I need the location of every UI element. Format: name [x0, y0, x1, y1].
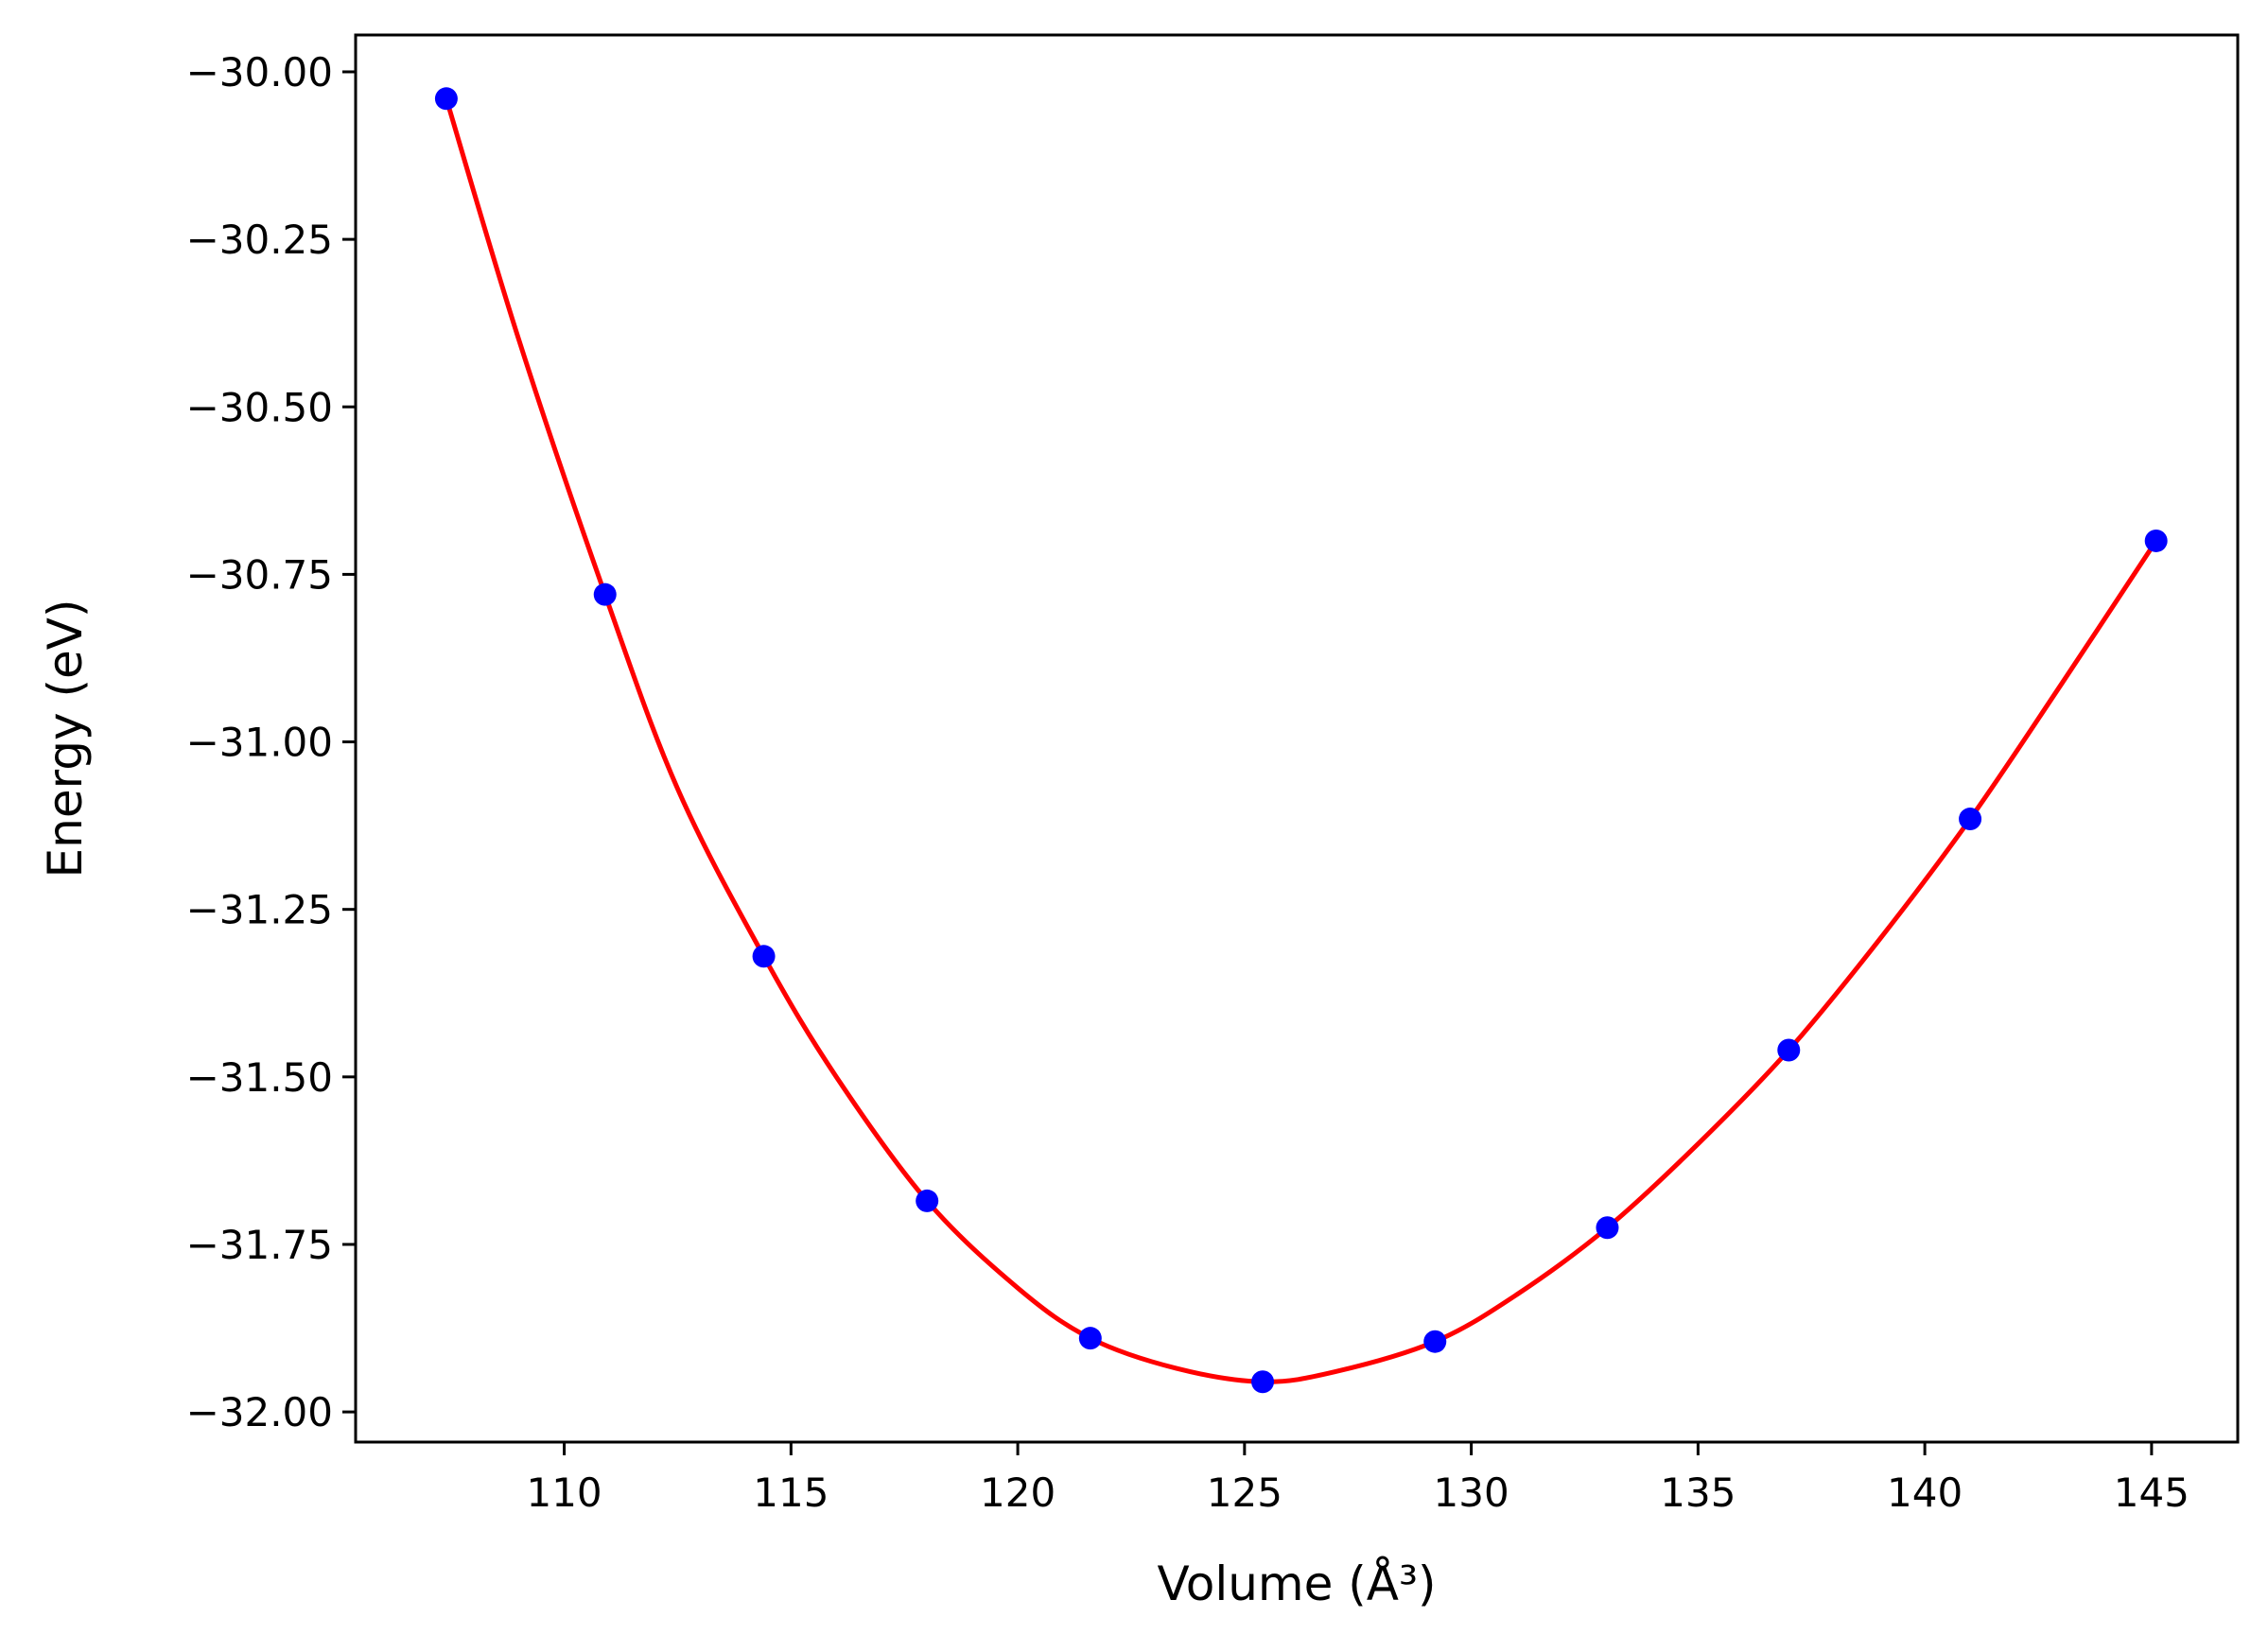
data-point [1078, 1327, 1102, 1350]
data-point [1959, 808, 1982, 831]
data-point [1423, 1330, 1447, 1353]
y-tick-label: −30.00 [186, 49, 333, 96]
data-point [1777, 1038, 1801, 1062]
y-tick-label: −30.25 [186, 217, 333, 263]
axes-frame [354, 33, 2240, 1444]
y-tick-label: −30.50 [186, 384, 333, 430]
x-tick-label: 145 [2114, 1469, 2189, 1516]
y-axis-ticks: −30.00 −30.25 −30.50 −30.75 −31.00 −31.25 −31.… [186, 49, 356, 1435]
data-point [434, 87, 458, 111]
x-tick-label: 135 [1660, 1469, 1736, 1516]
data-point [1251, 1370, 1275, 1394]
x-tick-label: 120 [980, 1469, 1055, 1516]
x-axis-ticks: 110 115 120 125 130 135 140 145 [526, 1442, 2189, 1516]
x-axis-label: Volume (Å³) [1157, 1556, 1436, 1611]
y-tick-label: −30.75 [186, 551, 333, 598]
data-point [916, 1189, 939, 1212]
y-tick-label: −32.00 [186, 1389, 333, 1435]
y-tick-label: −31.25 [186, 887, 333, 933]
data-point [593, 583, 617, 606]
x-tick-label: 130 [1434, 1469, 1509, 1516]
fit-curve-line [444, 96, 2159, 1384]
y-tick-label: −31.00 [186, 720, 333, 766]
x-tick-label: 125 [1207, 1469, 1282, 1516]
y-tick-label: −31.50 [186, 1054, 333, 1101]
data-point [752, 945, 776, 968]
data-point [2144, 529, 2168, 552]
data-point [1596, 1216, 1619, 1240]
x-tick-label: 115 [753, 1469, 829, 1516]
y-axis-label: Energy (eV) [38, 600, 93, 878]
plot-area [434, 87, 2168, 1394]
y-tick-label: −31.75 [186, 1222, 333, 1268]
x-tick-label: 110 [526, 1469, 602, 1516]
x-tick-label: 140 [1887, 1469, 1963, 1516]
